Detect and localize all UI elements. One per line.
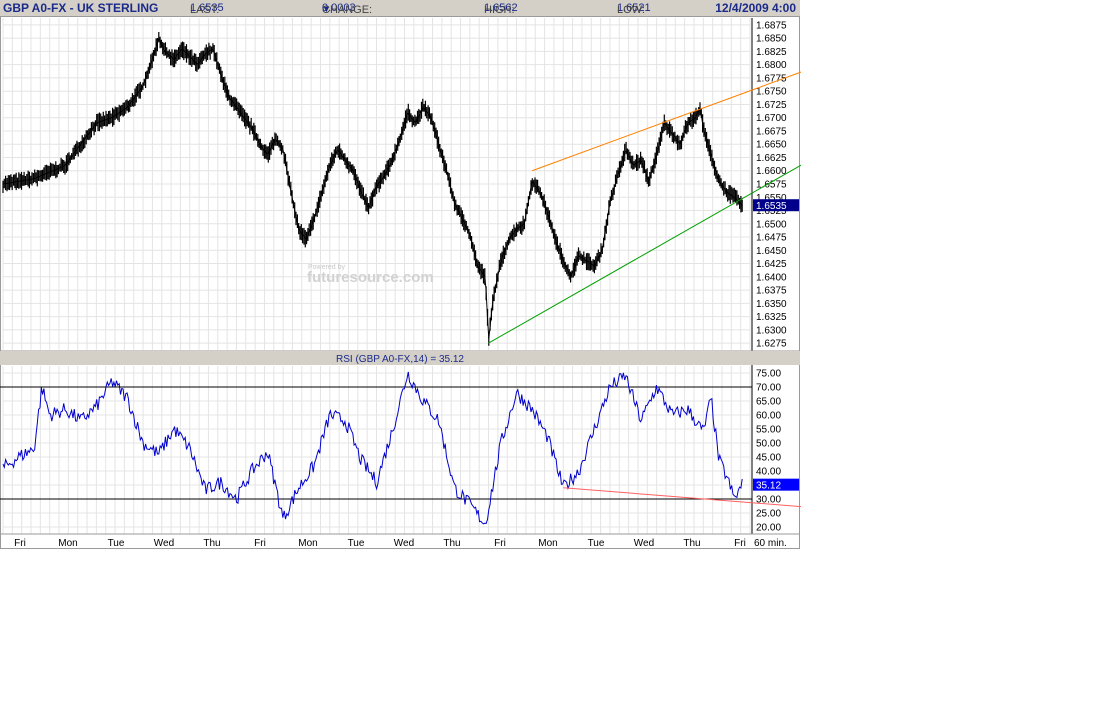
symbol-title: GBP A0-FX - UK STERLING (3, 1, 159, 15)
rsi-tick-label: 55.00 (756, 425, 781, 436)
x-tick-label: Fri (254, 538, 266, 549)
high-label: HIGH: (484, 4, 515, 16)
rsi-tick-label: 50.00 (756, 439, 781, 450)
price-tick-label: 1.6450 (756, 246, 787, 257)
price-tick-label: 1.6775 (756, 73, 787, 84)
last-quote: LAST: 1.6535 (190, 2, 224, 16)
price-tick-label: 1.6425 (756, 259, 787, 270)
rsi-line (2, 371, 743, 525)
change-quote: CHANGE: ▼ 0.0003 (322, 2, 372, 16)
watermark-text: futuresource.com (307, 269, 434, 286)
price-tick-label: 1.6600 (756, 166, 787, 177)
rsi-tick-label: 40.00 (756, 467, 781, 478)
lower-trendline (488, 164, 801, 344)
price-tick-label: 1.6625 (756, 153, 787, 164)
rsi-tick-label: 70.00 (756, 383, 781, 394)
price-tick-label: 1.6875 (756, 20, 787, 31)
rsi-title: RSI (GBP A0-FX,14) = 35.12 (336, 354, 464, 365)
change-label: CHANGE: (322, 4, 373, 16)
x-tick-label: Fri (734, 538, 746, 549)
price-tick-label: 1.6750 (756, 87, 787, 98)
low-value: 1.6521 (617, 2, 651, 14)
down-arrow-icon: ▼ (322, 4, 331, 14)
price-tick-label: 1.6825 (756, 47, 787, 58)
x-tick-label: Tue (108, 538, 125, 549)
x-tick-label: Mon (58, 538, 77, 549)
price-tick-label: 1.6800 (756, 60, 787, 71)
rsi-tick-label: 25.00 (756, 509, 781, 520)
interval-label: 60 min. (754, 538, 787, 549)
last-price-badge-label: 1.6535 (756, 201, 787, 212)
price-rsi-chart: 1.6875 1.6850 1.6825 1.6800 1.6775 1.6750 1.67… (0, 16, 801, 549)
price-tick-label: 1.6325 (756, 312, 787, 323)
price-tick-label: 1.6575 (756, 180, 787, 191)
price-tick-label: 1.6850 (756, 34, 787, 45)
upper-trendline (531, 71, 801, 172)
x-tick-label: Tue (588, 538, 605, 549)
rsi-tick-label: 45.00 (756, 453, 781, 464)
price-tick-label: 1.6475 (756, 233, 787, 244)
rsi-tick-label: 65.00 (756, 397, 781, 408)
last-label: LAST: (190, 4, 220, 16)
x-tick-label: Wed (154, 538, 174, 549)
price-tick-label: 1.6275 (756, 339, 787, 350)
x-tick-label: Thu (443, 538, 460, 549)
price-tick-label: 1.6400 (756, 272, 787, 283)
rsi-value-badge (753, 478, 799, 491)
rsi-value-badge-label: 35.12 (756, 481, 781, 492)
price-tick-label: 1.6350 (756, 299, 787, 310)
x-tick-label: Fri (14, 538, 26, 549)
value-badges: 1.6535 35.12 (753, 199, 799, 492)
rsi-tick-label: 75.00 (756, 369, 781, 380)
rsi-trendline (563, 487, 801, 508)
rsi-title-bar (0, 351, 800, 365)
rsi-tick-label: 20.00 (756, 523, 781, 534)
low-quote: LOW: 1.6521 (617, 2, 651, 16)
x-tick-label: Tue (348, 538, 365, 549)
price-tick-label: 1.6300 (756, 325, 787, 336)
x-tick-label: Fri (494, 538, 506, 549)
x-tick-label: Thu (203, 538, 220, 549)
grid (2, 18, 751, 534)
price-line (2, 37, 743, 339)
x-tick-label: Mon (538, 538, 557, 549)
quote-header: GBP A0-FX - UK STERLING LAST: 1.6535 CHA… (0, 0, 800, 17)
price-tick-label: 1.6725 (756, 100, 787, 111)
change-value: 0.0003 (322, 2, 356, 14)
price-tick-label: 1.6700 (756, 113, 787, 124)
rsi-tick-label: 30.00 (756, 495, 781, 506)
high-quote: HIGH: 1.6562 (484, 2, 518, 16)
watermark-small: Powered by (308, 264, 345, 271)
x-tick-label: Wed (394, 538, 414, 549)
chart-container: GBP A0-FX - UK STERLING LAST: 1.6535 CHA… (0, 0, 801, 549)
price-tick-label: 1.6650 (756, 140, 787, 151)
series (2, 32, 801, 525)
x-tick-label: Mon (298, 538, 317, 549)
x-tick-label: Wed (634, 538, 654, 549)
last-value: 1.6535 (190, 2, 224, 14)
x-tick-label: Thu (683, 538, 700, 549)
high-value: 1.6562 (484, 2, 518, 14)
price-tick-label: 1.6500 (756, 219, 787, 230)
timestamp: 12/4/2009 4:00 (715, 1, 796, 15)
last-price-badge (753, 199, 799, 212)
price-tick-label: 1.6525 (756, 206, 787, 217)
rsi-tick-label: 60.00 (756, 411, 781, 422)
low-label: LOW: (617, 4, 645, 16)
price-tick-label: 1.6550 (756, 193, 787, 204)
price-tick-label: 1.6375 (756, 286, 787, 297)
price-tick-label: 1.6675 (756, 126, 787, 137)
watermark: Powered by futuresource.com (307, 264, 434, 286)
